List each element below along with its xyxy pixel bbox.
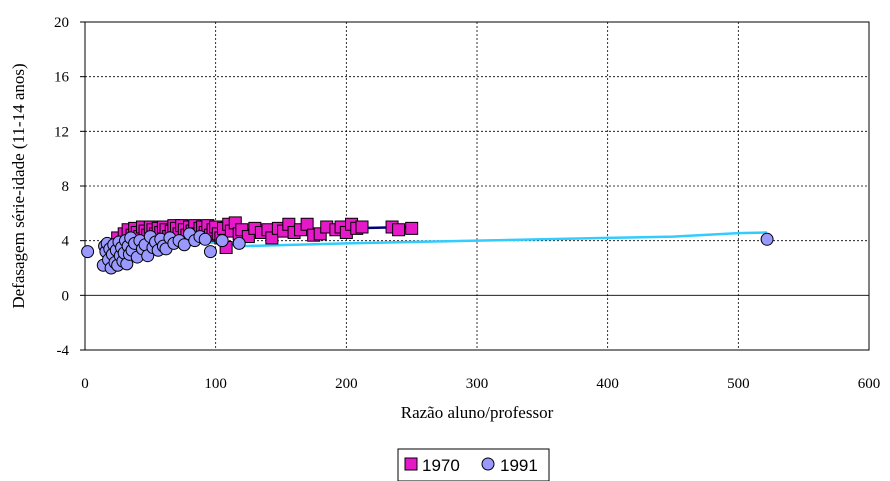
point-1970 [392, 223, 406, 237]
x-axis-ticks: 0 100 200 300 400 500 600 [81, 376, 880, 392]
x-tick-label: 300 [466, 376, 489, 392]
legend-marker-1991 [481, 457, 495, 471]
point-1991 [203, 245, 217, 259]
y-tick-label: 4 [62, 234, 70, 250]
point-1970 [405, 221, 419, 235]
point-1970 [265, 231, 279, 245]
point-1991 [81, 245, 95, 259]
x-tick-label: 600 [858, 376, 881, 392]
legend-label-1991: 1991 [500, 456, 538, 475]
point-1970 [300, 217, 314, 231]
x-axis-title: Razão aluno/professor [401, 403, 554, 422]
y-tick-label: 12 [54, 124, 69, 140]
y-tick-label: -4 [57, 343, 70, 359]
point-1991 [760, 232, 774, 246]
legend-box [397, 448, 550, 481]
y-tick-label: 8 [62, 179, 70, 195]
x-tick-label: 200 [335, 376, 358, 392]
y-axis-ticks: -4 0 4 8 12 16 20 [54, 15, 85, 359]
legend-marker-1970 [404, 457, 418, 471]
y-axis-title: Defasagem série-idade (11-14 anos) [9, 63, 28, 308]
point-1991 [198, 232, 212, 246]
y-tick-label: 20 [54, 15, 69, 31]
point-1970 [355, 220, 369, 234]
point-1991 [232, 236, 246, 250]
legend-label-1970: 1970 [422, 456, 460, 475]
y-tick-label: 0 [62, 288, 70, 304]
x-tick-label: 500 [727, 376, 750, 392]
point-1991 [215, 234, 229, 248]
y-tick-label: 16 [54, 70, 70, 86]
x-tick-label: 0 [81, 376, 89, 392]
gridlines [85, 22, 869, 350]
x-tick-label: 400 [596, 376, 619, 392]
data-points [81, 216, 774, 275]
legend: 1970 1991 [397, 448, 550, 481]
x-tick-label: 100 [204, 376, 227, 392]
